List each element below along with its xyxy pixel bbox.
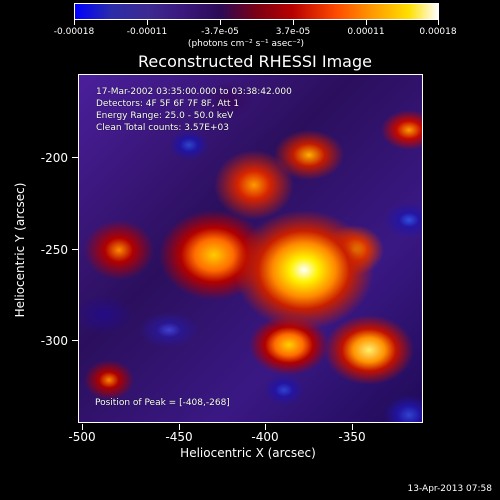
colorbar-tick [220, 20, 221, 25]
colorbar-tick [366, 20, 367, 25]
colorbar-tick [147, 20, 148, 25]
x-axis-label: -500 [68, 430, 96, 444]
heatmap-image [79, 75, 422, 422]
timestamp: 13-Apr-2013 07:58 [407, 484, 492, 494]
x-axis-tick [265, 424, 266, 430]
y-axis-label: -200 [40, 151, 68, 165]
colorbar-label: -0.00011 [126, 27, 168, 37]
colorbar-tick [438, 20, 439, 25]
y-axis-tick [72, 249, 78, 250]
colorbar-label: 0.00018 [419, 27, 457, 37]
x-axis-title: Heliocentric X (arcsec) [180, 446, 316, 460]
y-axis-label: -300 [40, 334, 68, 348]
colorbar-label: 0.00011 [347, 27, 385, 37]
x-axis-tick [82, 424, 83, 430]
x-axis-label: -350 [338, 430, 366, 444]
y-axis-tick [72, 340, 78, 341]
colorbar-tick [74, 20, 75, 25]
image-plot: 17-Mar-2002 03:35:00.000 to 03:38:42.000… [78, 74, 423, 423]
page-title: Reconstructed RHESSI Image [138, 52, 372, 71]
x-axis-tick [352, 424, 353, 430]
x-axis-label: -450 [165, 430, 193, 444]
y-axis-label: -250 [40, 243, 68, 257]
colorbar [74, 3, 439, 20]
info-total-counts: Clean Total counts: 3.57E+03 [96, 123, 229, 133]
colorbar-label: 3.7e-05 [275, 27, 311, 37]
info-time-range: 17-Mar-2002 03:35:00.000 to 03:38:42.000 [96, 87, 292, 97]
colorbar-unit: (photons cm⁻² s⁻¹ asec⁻²) [187, 39, 305, 49]
y-axis-title: Heliocentric Y (arcsec) [13, 182, 27, 318]
colorbar-gradient [75, 4, 438, 19]
colorbar-label: -3.7e-05 [201, 27, 239, 37]
info-energy-range: Energy Range: 25.0 - 50.0 keV [96, 111, 234, 121]
x-axis-tick [179, 424, 180, 430]
peak-position: Position of Peak = [-408,-268] [95, 398, 230, 408]
info-detectors: Detectors: 4F 5F 6F 7F 8F, Att 1 [96, 99, 240, 109]
x-axis-label: -400 [251, 430, 279, 444]
colorbar-tick [293, 20, 294, 25]
colorbar-label: -0.00018 [53, 27, 95, 37]
y-axis-tick [72, 157, 78, 158]
